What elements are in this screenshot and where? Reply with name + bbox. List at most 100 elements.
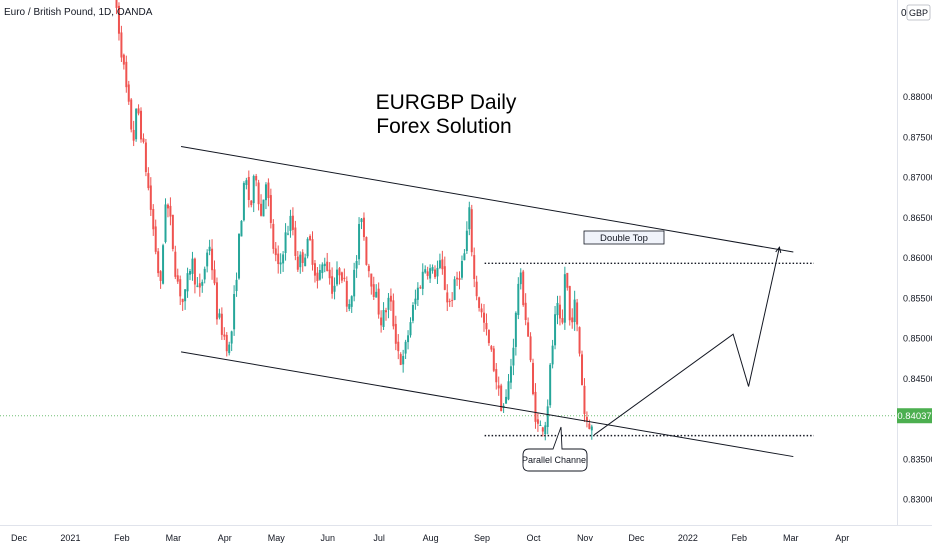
candle-body — [377, 288, 380, 315]
time-tick-label: Dec — [11, 533, 28, 543]
parallel-channel-callout[interactable] — [522, 426, 588, 472]
time-tick-label: May — [268, 533, 286, 543]
candle-body — [465, 230, 468, 251]
candle-body — [301, 252, 304, 263]
candle-body — [394, 323, 397, 344]
candle-body — [512, 347, 515, 366]
candle-body — [144, 142, 147, 173]
candle-body — [225, 334, 228, 352]
candle-body — [328, 269, 331, 279]
candle-body — [169, 205, 172, 217]
candle-body — [534, 391, 537, 422]
candle-body — [409, 322, 412, 336]
candle-body — [456, 277, 459, 280]
candle-body — [127, 84, 130, 102]
candle-body — [284, 232, 287, 254]
time-tick-label: Sep — [474, 533, 490, 543]
candle-body — [220, 313, 223, 335]
projection-arrowhead — [775, 246, 782, 254]
candle-body — [193, 258, 196, 285]
time-tick-label: Apr — [218, 533, 232, 543]
candle-body — [483, 312, 486, 323]
candle-body — [539, 424, 542, 426]
candle-body — [436, 267, 439, 277]
candle-body — [152, 208, 155, 230]
candle-body — [215, 282, 218, 320]
candle-body — [522, 271, 525, 305]
candle-body — [340, 272, 343, 281]
double-top-label: Double Top — [600, 233, 648, 244]
double-top-label-box[interactable] — [583, 230, 665, 245]
candle-body — [367, 265, 370, 272]
candle-body — [546, 406, 549, 428]
candle-body — [296, 256, 299, 270]
candle-body — [262, 199, 265, 217]
candle-body — [549, 364, 552, 406]
candle-body — [198, 283, 201, 288]
chart-title-line1: EURGBP Daily — [376, 91, 517, 114]
candle-body — [561, 318, 564, 323]
drawings — [180, 146, 814, 458]
candle-body — [154, 226, 157, 252]
candle-body — [159, 271, 162, 281]
time-tick-label: Jun — [320, 533, 335, 543]
candle-body — [497, 385, 500, 389]
candle-body — [473, 255, 476, 279]
candle-body — [189, 271, 192, 275]
candle-body — [443, 266, 446, 290]
candle-body — [247, 177, 250, 200]
candle-body — [142, 138, 145, 142]
candle-body — [573, 299, 576, 322]
candle-body — [585, 416, 588, 422]
candle-body — [313, 263, 316, 276]
candle-body — [431, 267, 434, 271]
time-axis[interactable]: Dec 2021 Feb Mar Apr May Jun Jul Aug Sep Oct Nov Dec… — [11, 533, 849, 543]
candle-body — [186, 273, 189, 292]
candle-body — [492, 348, 495, 371]
candle-body — [411, 305, 414, 321]
candle-body — [446, 292, 449, 303]
candle-body — [228, 344, 231, 354]
price-tick-label: 0.83000 — [903, 495, 932, 505]
candles — [115, 0, 593, 441]
candle-body — [277, 253, 280, 265]
candle-body — [316, 272, 319, 281]
time-tick-label: 2022 — [678, 533, 698, 543]
candle-body — [460, 261, 463, 278]
candle-body — [304, 257, 307, 267]
candle-body — [495, 369, 498, 383]
channel-lower-line — [180, 351, 794, 458]
candle-body — [306, 238, 309, 257]
candle-body — [355, 260, 358, 269]
candle-body — [434, 269, 437, 278]
candle-body — [166, 204, 169, 209]
candle-body — [162, 245, 165, 284]
candle-body — [240, 220, 243, 237]
candle-body — [441, 259, 444, 270]
channel-upper-line — [180, 146, 794, 253]
candle-body — [463, 253, 466, 261]
candle-body — [287, 233, 290, 235]
candle-body — [333, 285, 336, 292]
candle-body — [453, 279, 456, 300]
currency-prefix: 0 — [901, 8, 907, 19]
candle-body — [578, 327, 581, 354]
candle-body — [529, 336, 532, 361]
candle-body — [451, 299, 454, 301]
last-price-tag[interactable]: 0.84037 — [897, 408, 932, 424]
candle-body — [147, 173, 150, 189]
candle-body — [416, 287, 419, 300]
time-tick-label: Nov — [577, 533, 594, 543]
candle-body — [514, 312, 517, 347]
currency-button[interactable] — [906, 4, 931, 21]
candle-body — [291, 215, 294, 230]
candle-body — [181, 298, 184, 303]
candle-body — [196, 285, 199, 287]
candle-body — [536, 419, 539, 424]
